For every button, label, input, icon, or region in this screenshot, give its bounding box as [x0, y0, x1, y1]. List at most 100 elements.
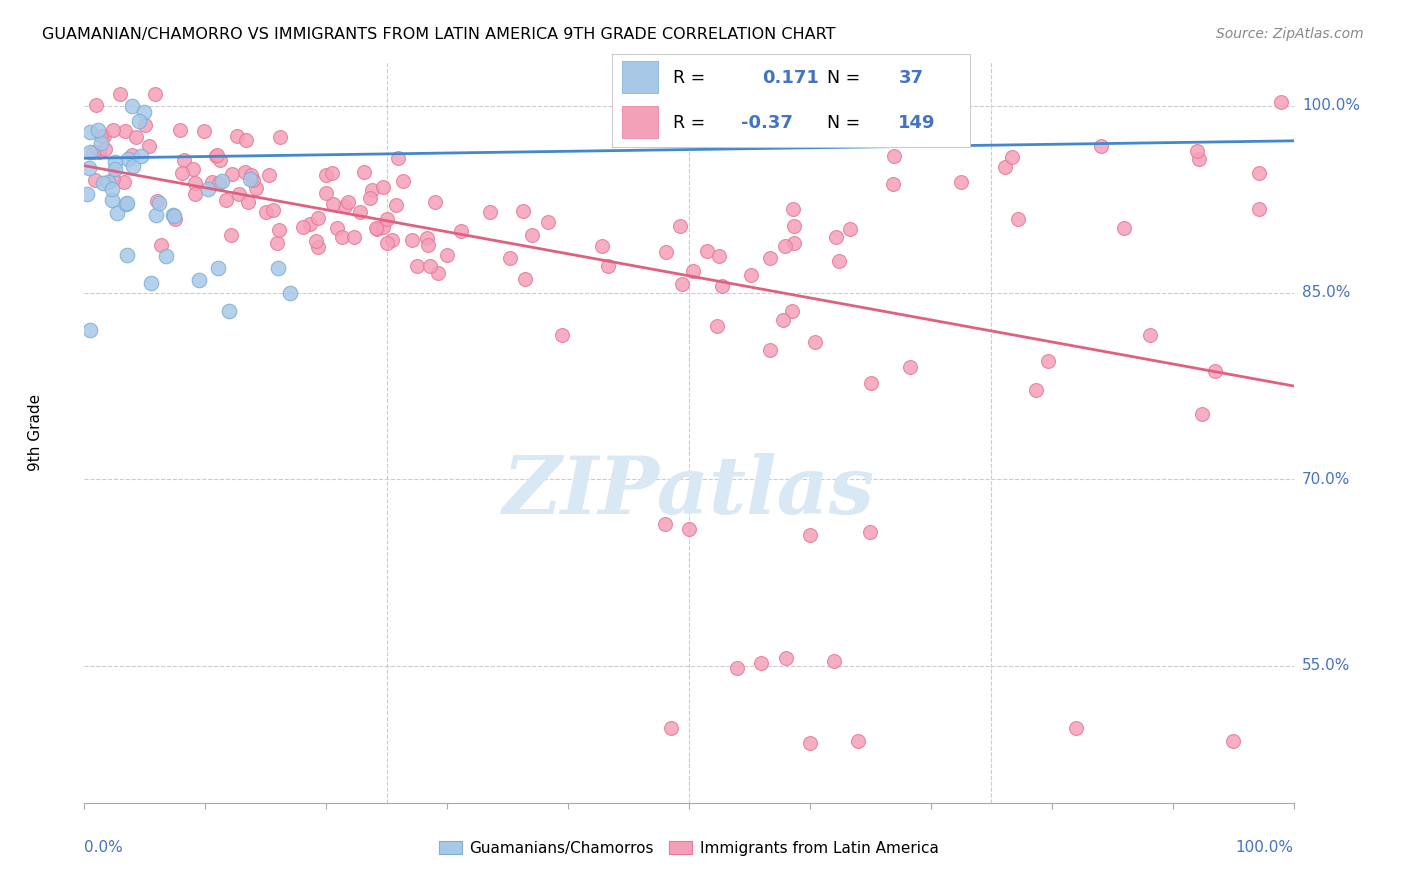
Point — [1090, 139, 1112, 153]
Point — [90, 136, 112, 150]
Point — [783, 219, 806, 233]
Point — [122, 159, 145, 173]
Point — [359, 191, 381, 205]
Point — [782, 304, 804, 318]
Point — [181, 162, 204, 177]
Point — [97, 175, 120, 189]
Bar — [623, 106, 658, 138]
Text: 55.0%: 55.0% — [1302, 658, 1350, 673]
Point — [709, 249, 731, 263]
Point — [425, 195, 447, 210]
Point — [337, 195, 360, 210]
Point — [94, 142, 117, 156]
Point — [654, 517, 676, 532]
Point — [82, 145, 104, 159]
Point — [139, 276, 162, 290]
Point — [828, 253, 851, 268]
Point — [269, 130, 291, 145]
Point — [659, 721, 682, 735]
Point — [188, 273, 211, 287]
Point — [79, 323, 101, 337]
Text: ZIPatlas: ZIPatlas — [503, 453, 875, 531]
Point — [696, 244, 718, 259]
Point — [267, 260, 290, 275]
Point — [197, 182, 219, 196]
Point — [91, 176, 114, 190]
Point — [512, 204, 534, 219]
Point — [450, 224, 472, 238]
Point — [225, 128, 247, 143]
Point — [1191, 407, 1213, 421]
Point — [321, 166, 343, 180]
Point — [143, 87, 166, 101]
Point — [426, 266, 449, 280]
Point — [353, 164, 375, 178]
Text: 149: 149 — [898, 114, 936, 132]
Legend: Guamanians/Chamorros, Immigrants from Latin America: Guamanians/Chamorros, Immigrants from La… — [433, 835, 945, 862]
Point — [375, 211, 398, 226]
Point — [205, 148, 228, 162]
Point — [117, 152, 139, 166]
Point — [783, 236, 806, 251]
Point — [859, 376, 882, 390]
Point — [235, 133, 257, 147]
Point — [170, 166, 193, 180]
Bar — [623, 61, 658, 93]
Point — [201, 175, 224, 189]
Point — [591, 239, 613, 253]
Point — [436, 248, 458, 262]
Point — [669, 219, 692, 234]
Point — [775, 651, 797, 665]
Point — [773, 239, 796, 253]
Point — [115, 248, 138, 262]
Point — [1007, 211, 1029, 226]
Point — [333, 199, 356, 213]
Point — [883, 149, 905, 163]
Point — [121, 148, 143, 162]
Point — [307, 211, 329, 226]
Point — [238, 195, 260, 210]
Point — [799, 528, 821, 542]
Text: 37: 37 — [898, 69, 924, 87]
Text: N =: N = — [827, 69, 860, 87]
Point — [218, 304, 240, 318]
Point — [211, 174, 233, 188]
Point — [278, 285, 301, 300]
Text: 100.0%: 100.0% — [1236, 840, 1294, 855]
Point — [315, 186, 337, 200]
Point — [305, 234, 328, 248]
Point — [513, 271, 536, 285]
Point — [419, 259, 441, 273]
Point — [385, 198, 408, 212]
Point — [208, 153, 231, 168]
Point — [245, 180, 267, 194]
Text: N =: N = — [827, 114, 860, 132]
Point — [315, 169, 337, 183]
Point — [207, 260, 229, 275]
Point — [366, 221, 388, 235]
Point — [478, 205, 501, 219]
Point — [90, 129, 112, 144]
Point — [993, 160, 1015, 174]
Point — [84, 98, 107, 112]
Point — [499, 251, 522, 265]
Point — [215, 194, 238, 208]
Point — [104, 162, 127, 177]
Text: 9th Grade: 9th Grade — [28, 394, 44, 471]
Point — [1204, 364, 1226, 378]
Point — [759, 251, 782, 265]
Point — [349, 204, 371, 219]
Point — [107, 206, 129, 220]
Point — [129, 148, 152, 162]
Point — [759, 343, 782, 358]
Point — [114, 124, 136, 138]
Point — [740, 268, 762, 282]
Text: 85.0%: 85.0% — [1302, 285, 1350, 300]
Point — [148, 195, 170, 210]
Text: -0.37: -0.37 — [741, 114, 793, 132]
Point — [101, 123, 124, 137]
Point — [262, 203, 284, 218]
Point — [381, 233, 404, 247]
Text: 0.0%: 0.0% — [84, 840, 124, 855]
Point — [360, 183, 382, 197]
